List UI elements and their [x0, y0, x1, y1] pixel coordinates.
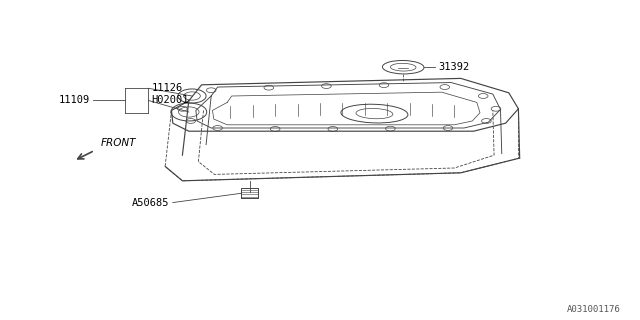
- Text: A50685: A50685: [132, 197, 170, 208]
- Text: 31392: 31392: [438, 62, 470, 72]
- Text: FRONT: FRONT: [101, 138, 136, 148]
- Text: A031001176: A031001176: [567, 305, 621, 314]
- Text: H02001: H02001: [152, 95, 189, 106]
- Text: 11126: 11126: [152, 83, 183, 93]
- Text: 11109: 11109: [58, 95, 90, 106]
